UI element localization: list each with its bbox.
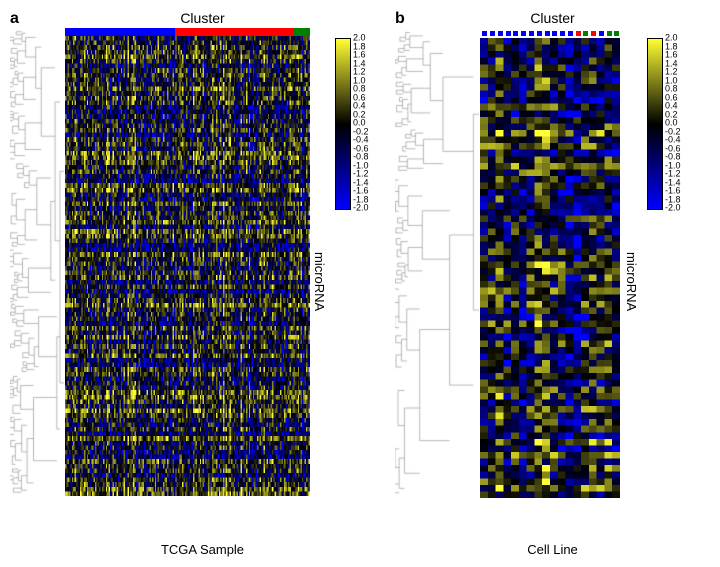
panel-a-xlabel: TCGA Sample — [10, 536, 395, 557]
cluster-dot — [560, 31, 565, 36]
cluster-dot — [498, 31, 503, 36]
cluster-bar-a — [65, 28, 310, 36]
panel-a-dendrogram — [10, 28, 65, 536]
panel-b-label: b — [395, 10, 405, 28]
cluster-dot — [576, 31, 581, 36]
panel-a-title: Cluster — [10, 10, 395, 26]
panel-b-title: Cluster — [395, 10, 710, 26]
panel-b-ylabel: microRNA — [622, 28, 641, 536]
dendrogram-canvas-b — [395, 28, 480, 498]
colorbar-tick: -2.0 — [665, 204, 681, 213]
cluster-segment — [65, 28, 175, 36]
panel-a-label: a — [10, 10, 19, 28]
cluster-dot — [599, 31, 604, 36]
cluster-dot — [537, 31, 542, 36]
panel-b-chart: microRNA 2.01.81.61.41.21.00.80.60.40.20… — [395, 28, 710, 536]
heatmap-b — [480, 38, 620, 498]
cluster-segment — [293, 28, 310, 36]
panel-b-xlabel: Cell Line — [395, 536, 710, 557]
colorbar-gradient-b — [647, 38, 663, 210]
cluster-dot — [513, 31, 518, 36]
colorbar-a: 2.01.81.61.41.21.00.80.60.40.20.0-0.2-0.… — [335, 38, 353, 536]
cluster-dot — [482, 31, 487, 36]
panel-a-chart: microRNA 2.01.81.61.41.21.00.80.60.40.20… — [10, 28, 395, 536]
panel-b: b Cluster microRNA 2.01.81.61.41.21.00.8… — [395, 10, 710, 557]
cluster-dot — [490, 31, 495, 36]
dendrogram-canvas-a — [10, 28, 65, 496]
heatmap-a — [65, 36, 310, 496]
panel-a-heat-block — [65, 28, 310, 536]
colorbar-gradient-a — [335, 38, 351, 210]
panel-b-dendrogram — [395, 28, 480, 536]
cluster-dot — [552, 31, 557, 36]
cluster-dot — [614, 31, 619, 36]
cluster-dots-b — [480, 28, 622, 38]
cluster-dot — [607, 31, 612, 36]
panel-a: a Cluster microRNA 2.01.81.61.41.21.00.8… — [10, 10, 395, 557]
cluster-dot — [583, 31, 588, 36]
cluster-dot — [591, 31, 596, 36]
panel-a-ylabel: microRNA — [310, 28, 329, 536]
panel-b-heat-block — [480, 28, 622, 536]
cluster-dot — [521, 31, 526, 36]
cluster-segment — [175, 28, 293, 36]
colorbar-tick: -2.0 — [353, 204, 369, 213]
cluster-dot — [568, 31, 573, 36]
cluster-dot — [506, 31, 511, 36]
cluster-dot — [545, 31, 550, 36]
cluster-dot — [529, 31, 534, 36]
colorbar-b: 2.01.81.61.41.21.00.80.60.40.20.0-0.2-0.… — [647, 38, 665, 536]
